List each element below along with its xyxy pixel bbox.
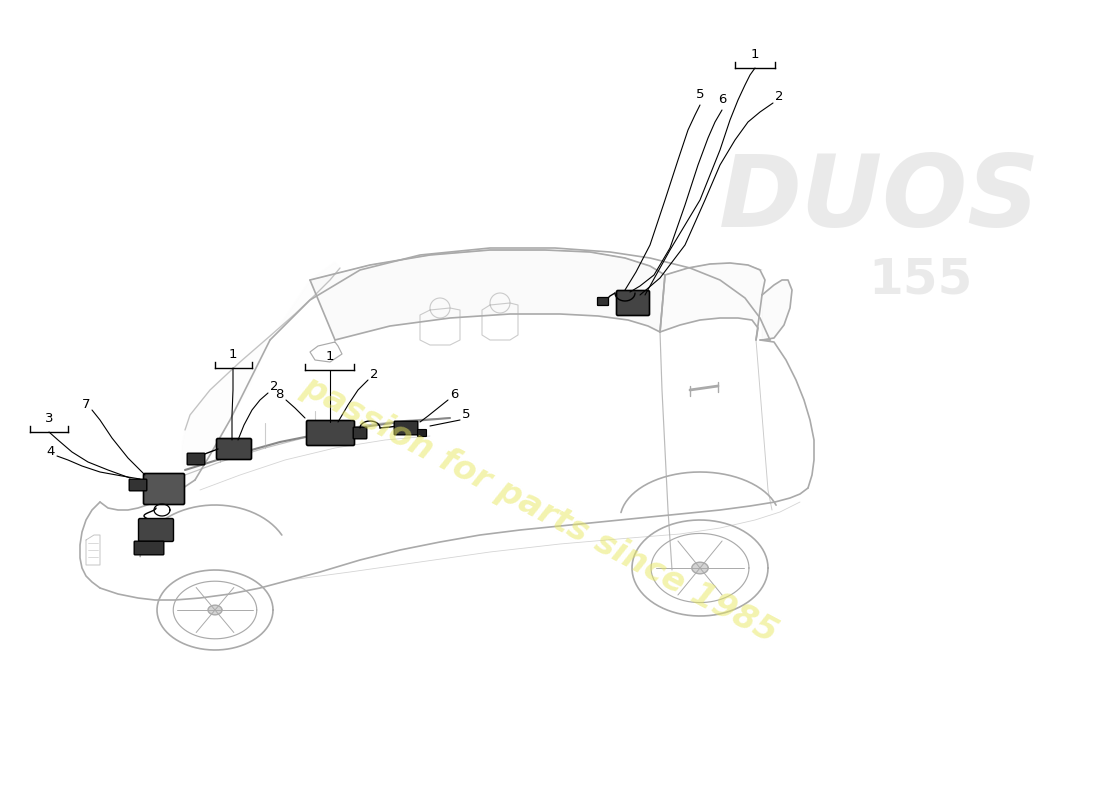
Text: passion for parts since 1985: passion for parts since 1985 — [297, 370, 783, 650]
FancyBboxPatch shape — [217, 438, 252, 459]
Text: 4: 4 — [46, 445, 55, 458]
FancyBboxPatch shape — [307, 421, 354, 446]
Text: 2: 2 — [776, 90, 783, 103]
FancyBboxPatch shape — [597, 298, 608, 306]
Text: 6: 6 — [450, 388, 459, 401]
Text: 7: 7 — [81, 398, 90, 411]
FancyBboxPatch shape — [129, 479, 146, 490]
Polygon shape — [692, 562, 708, 574]
Text: 5: 5 — [462, 408, 471, 421]
Text: 2: 2 — [370, 368, 378, 381]
Text: 1: 1 — [229, 348, 238, 361]
FancyBboxPatch shape — [616, 290, 649, 315]
FancyBboxPatch shape — [143, 474, 185, 505]
FancyBboxPatch shape — [353, 427, 366, 438]
FancyBboxPatch shape — [134, 542, 164, 555]
Polygon shape — [208, 606, 222, 614]
FancyBboxPatch shape — [394, 421, 418, 435]
Text: DUOS: DUOS — [719, 151, 1041, 249]
Text: 1: 1 — [326, 350, 334, 363]
FancyBboxPatch shape — [187, 453, 205, 465]
Polygon shape — [182, 262, 340, 480]
Text: 5: 5 — [695, 88, 704, 101]
Text: 3: 3 — [45, 412, 53, 425]
FancyBboxPatch shape — [139, 518, 174, 542]
Text: 2: 2 — [270, 380, 278, 393]
Polygon shape — [310, 250, 666, 340]
Polygon shape — [660, 263, 764, 340]
Text: 8: 8 — [276, 388, 284, 401]
FancyBboxPatch shape — [418, 430, 427, 437]
Text: 6: 6 — [718, 93, 726, 106]
Text: 1: 1 — [750, 48, 759, 61]
Text: 155: 155 — [868, 256, 972, 304]
Polygon shape — [762, 280, 792, 340]
